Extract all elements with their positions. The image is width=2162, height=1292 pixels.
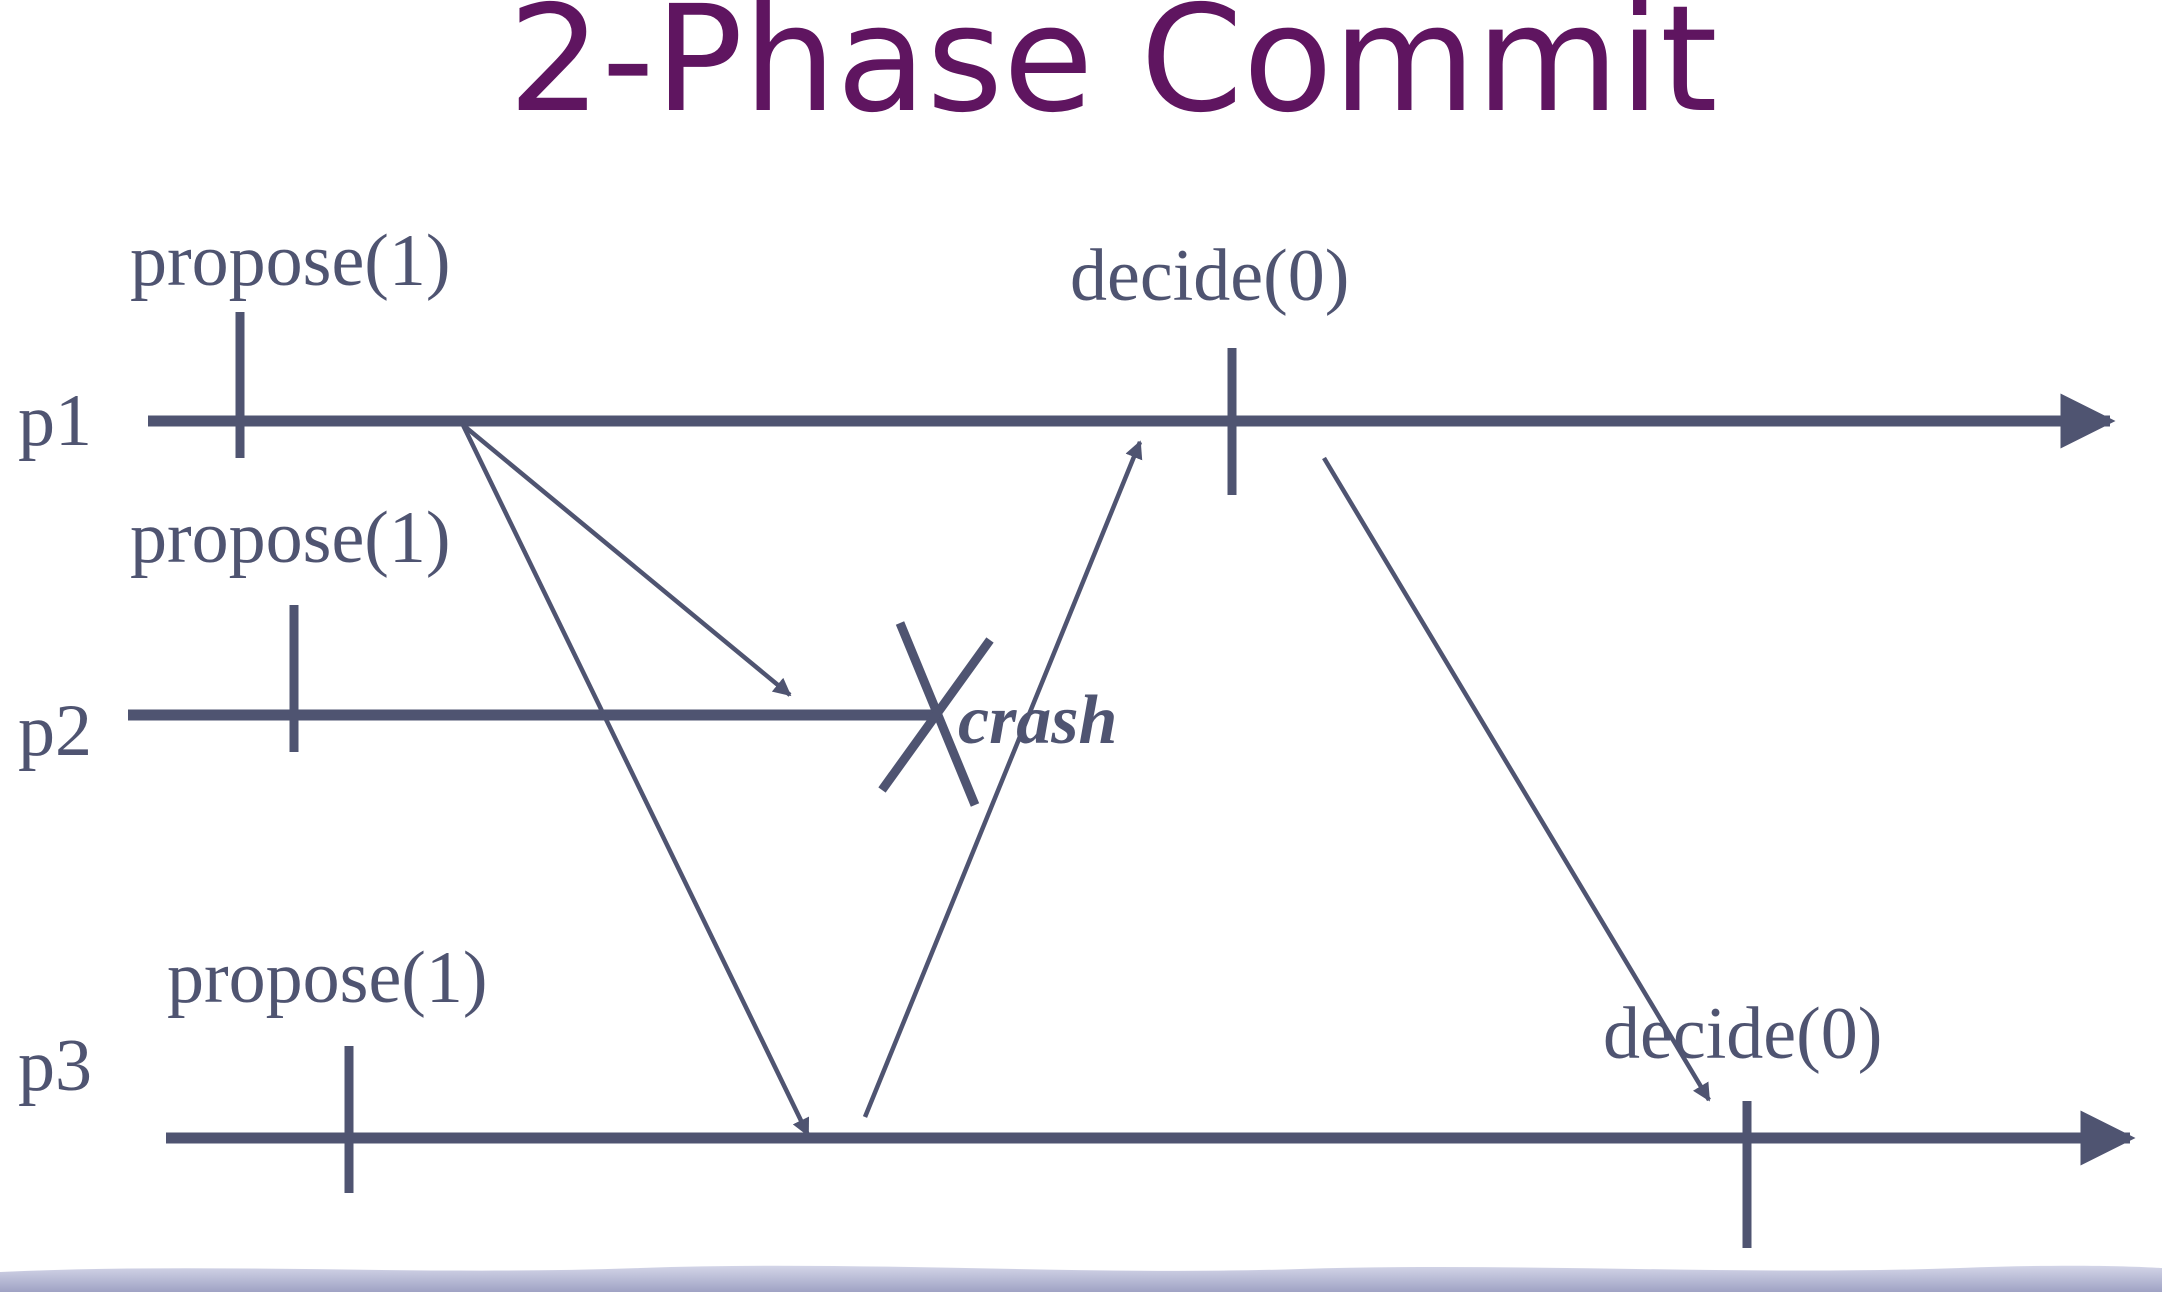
p3-propose-label: propose(1) [167,937,488,1019]
process-label-p3: p3 [18,1025,92,1107]
process-label-p1: p1 [18,380,92,462]
message-p3-to-p1 [862,440,1143,1118]
message-p1-to-p2 [461,423,792,697]
crash-mark-stroke-2 [878,637,994,793]
slide-title: 2-Phase Commit [508,0,1718,145]
message-p1-to-p3 [460,424,811,1137]
p1-decide-label: decide(0) [1070,235,1349,317]
p2-propose-label: propose(1) [130,497,451,579]
message-p1-to-p3-decide [1322,456,1711,1102]
footer-wave [0,1265,2162,1292]
process-label-p2: p2 [18,690,92,772]
p3-decide-label: decide(0) [1603,993,1882,1075]
p1-propose-label: propose(1) [130,220,451,302]
